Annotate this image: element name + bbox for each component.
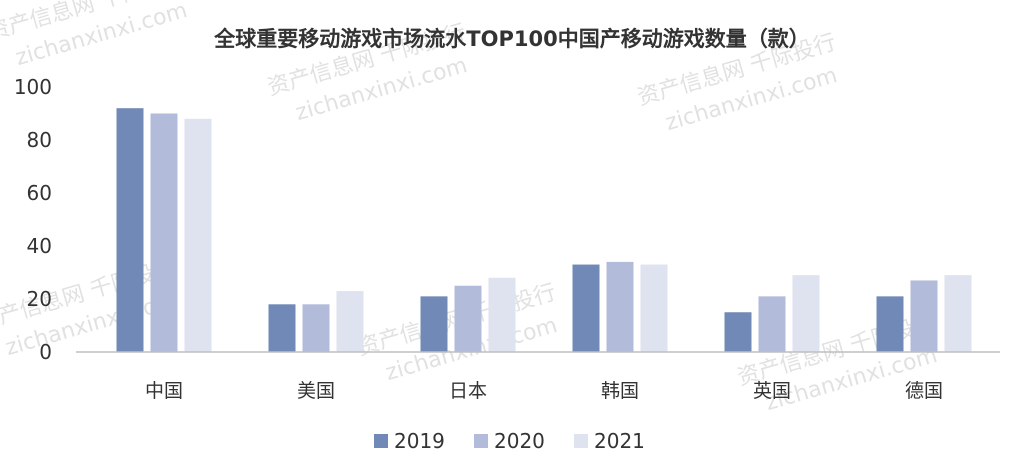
y-tick-label: 60 (27, 181, 52, 205)
bar (910, 280, 938, 352)
bars (116, 108, 972, 352)
bar (184, 118, 212, 352)
bar (420, 296, 448, 352)
legend-swatch (474, 434, 488, 448)
x-tick-label: 美国 (297, 380, 335, 402)
y-tick-label: 40 (27, 234, 52, 258)
y-axis: 0 20 40 60 80 100 (14, 75, 52, 364)
x-axis: 中国 美国 日本 韩国 英国 德国 (145, 380, 943, 402)
legend-label: 2020 (494, 429, 545, 453)
x-tick-label: 韩国 (601, 380, 639, 402)
y-tick-label: 100 (14, 75, 52, 99)
x-tick-label: 日本 (449, 380, 487, 402)
bar (268, 304, 296, 352)
legend-label: 2019 (394, 429, 445, 453)
bar (758, 296, 786, 352)
bar (150, 113, 178, 352)
y-tick-label: 0 (39, 340, 52, 364)
y-tick-label: 80 (27, 128, 52, 152)
bar (302, 304, 330, 352)
bar (606, 261, 634, 352)
bar (876, 296, 904, 352)
chart-title: 全球重要移动游戏市场流水TOP100中国产移动游戏数量（款） (213, 27, 809, 51)
bar (572, 264, 600, 352)
x-tick-label: 中国 (145, 380, 183, 402)
legend-swatch (374, 434, 388, 448)
x-tick-label: 英国 (753, 380, 791, 402)
bar (454, 285, 482, 352)
bar (944, 275, 972, 352)
legend-label: 2021 (594, 429, 645, 453)
legend: 2019 2020 2021 (374, 429, 645, 453)
bar (488, 277, 516, 352)
bar (792, 275, 820, 352)
x-tick-label: 德国 (905, 380, 943, 402)
legend-swatch (574, 434, 588, 448)
bar (640, 264, 668, 352)
bar (724, 312, 752, 352)
bar (116, 108, 144, 352)
bar (336, 291, 364, 352)
y-tick-label: 20 (27, 287, 52, 311)
